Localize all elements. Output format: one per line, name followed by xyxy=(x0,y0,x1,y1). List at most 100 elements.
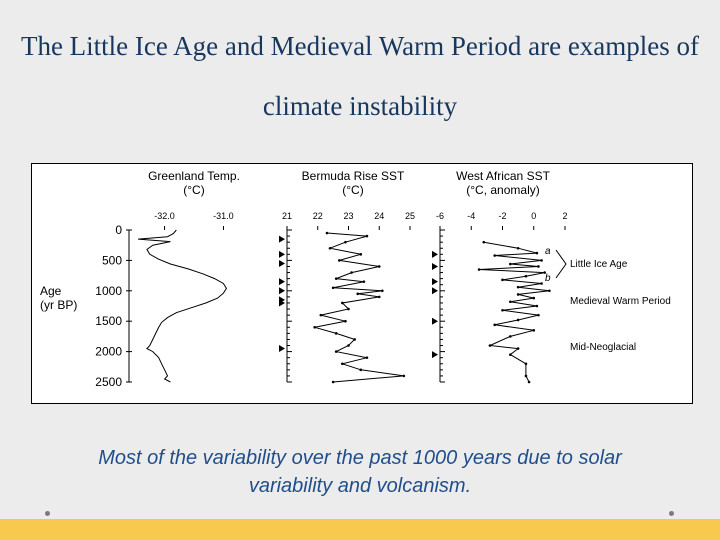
annotation-1: Medieval Warm Period xyxy=(570,296,671,307)
data-point-west-african xyxy=(501,278,504,282)
data-point-west-african xyxy=(524,374,528,378)
y-tick-label: 1000 xyxy=(95,284,122,298)
data-point-bermuda xyxy=(359,253,363,256)
event-marker-bermuda xyxy=(279,235,285,243)
panel-units-bermuda: (°C) xyxy=(342,183,363,197)
series-line-greenland xyxy=(138,229,227,383)
data-point-west-african xyxy=(493,254,496,257)
data-point-bermuda xyxy=(344,319,347,323)
annotation-2: Mid-Neoglacial xyxy=(570,342,636,353)
right-corner-dot xyxy=(669,511,674,516)
data-point-west-african xyxy=(543,271,546,274)
left-corner-dot xyxy=(45,511,50,516)
data-point-west-african xyxy=(548,289,551,293)
event-marker-bermuda xyxy=(279,287,285,295)
event-marker-west-african xyxy=(432,351,438,359)
x-tick-label-bermuda: 21 xyxy=(282,211,292,221)
data-point-bermuda xyxy=(341,362,344,366)
data-point-west-african xyxy=(535,304,539,308)
data-point-bermuda xyxy=(381,289,384,293)
data-point-west-african xyxy=(482,240,486,244)
data-point-bermuda xyxy=(377,295,381,299)
y-tick-label: 0 xyxy=(115,223,122,237)
data-point-bermuda xyxy=(356,292,360,296)
event-marker-west-african xyxy=(432,250,438,258)
x-tick-label-bermuda: 24 xyxy=(374,211,384,221)
data-point-west-african xyxy=(509,262,512,266)
data-point-bermuda xyxy=(377,265,381,268)
data-point-bermuda xyxy=(334,332,338,335)
data-point-west-african xyxy=(524,274,528,278)
paleoclimate-chart: 0 500 1000 1500 2000 2500 Age(yr BP) Greenland … xyxy=(40,169,671,389)
little-ice-age-bracket xyxy=(555,249,567,279)
data-point-west-african xyxy=(540,282,543,285)
panel-title-greenland: Greenland Temp. xyxy=(148,169,240,183)
x-tick-label-west-african: -2 xyxy=(498,211,506,221)
data-point-bermuda xyxy=(365,356,369,359)
data-point-west-african xyxy=(501,308,504,312)
data-point-west-african xyxy=(532,296,536,300)
data-point-west-african xyxy=(516,318,520,322)
data-point-bermuda xyxy=(344,240,347,244)
data-point-west-african xyxy=(509,335,512,338)
data-point-west-african xyxy=(527,380,531,384)
curve-label-a: a xyxy=(545,246,551,257)
data-point-bermuda xyxy=(353,338,356,341)
event-marker-bermuda xyxy=(279,299,285,307)
slide-caption: Most of the variability over the past 10… xyxy=(98,447,622,497)
annotation-0: Little Ice Age xyxy=(570,259,628,270)
data-point-west-african xyxy=(540,259,543,262)
series-line-west-african xyxy=(479,241,550,383)
y-tick-label: 2500 xyxy=(95,375,122,389)
panel-units-greenland: (°C) xyxy=(183,183,204,197)
x-tick-label-bermuda: 23 xyxy=(343,211,353,221)
panel-units-west-african: (°C, anomaly) xyxy=(466,183,539,197)
data-point-bermuda xyxy=(362,280,366,283)
data-point-west-african xyxy=(509,300,512,304)
x-tick-label-bermuda: 25 xyxy=(405,211,415,221)
event-marker-west-african xyxy=(432,287,438,295)
data-point-bermuda xyxy=(359,368,363,372)
data-point-west-african xyxy=(516,347,520,350)
series-line-bermuda xyxy=(314,232,404,383)
data-point-west-african xyxy=(493,323,496,327)
x-tick-label-west-african: 2 xyxy=(562,211,567,221)
x-tick-label-greenland: -32.0 xyxy=(154,211,175,221)
x-tick-label-bermuda: 22 xyxy=(313,211,323,221)
panel-title-west-african: West African SST xyxy=(456,169,550,183)
data-point-bermuda xyxy=(347,344,350,347)
data-point-west-african xyxy=(516,293,520,296)
paleoclimate-figure: 0 500 1000 1500 2000 2500 Age (yr BP) Greenland … xyxy=(31,163,693,404)
x-tick-label-greenland: -31.0 xyxy=(213,211,234,221)
data-point-west-african xyxy=(535,251,539,255)
data-point-bermuda xyxy=(347,307,350,311)
data-point-west-african xyxy=(509,353,512,356)
data-point-bermuda xyxy=(365,234,369,238)
data-point-west-african xyxy=(516,285,520,289)
data-point-bermuda xyxy=(319,313,323,317)
panel-title-bermuda: Bermuda Rise SST xyxy=(302,169,405,183)
data-point-bermuda xyxy=(402,374,406,378)
y-tick-label: 500 xyxy=(102,253,122,267)
data-point-west-african xyxy=(477,268,481,271)
slide-title: The Little Ice Age and Medieval Warm Per… xyxy=(20,31,700,121)
data-point-west-african xyxy=(524,362,528,366)
bottom-accent-bar xyxy=(0,519,720,540)
event-marker-west-african xyxy=(432,262,438,270)
event-marker-west-african xyxy=(432,278,438,286)
event-marker-bermuda xyxy=(279,278,285,286)
data-point-bermuda xyxy=(334,350,338,353)
data-point-bermuda xyxy=(328,246,332,250)
event-marker-bermuda xyxy=(279,259,285,267)
data-point-west-african xyxy=(516,246,520,250)
x-tick-label-west-african: -4 xyxy=(467,211,475,221)
data-point-bermuda xyxy=(334,277,338,280)
data-point-bermuda xyxy=(313,325,316,329)
data-point-bermuda xyxy=(337,259,341,262)
y-tick-label: 1500 xyxy=(95,314,122,328)
data-point-bermuda xyxy=(350,271,353,274)
data-point-west-african xyxy=(532,329,536,332)
data-point-bermuda xyxy=(341,301,344,305)
y-tick-label: 2000 xyxy=(95,345,122,359)
curve-label-b: b xyxy=(545,273,551,284)
